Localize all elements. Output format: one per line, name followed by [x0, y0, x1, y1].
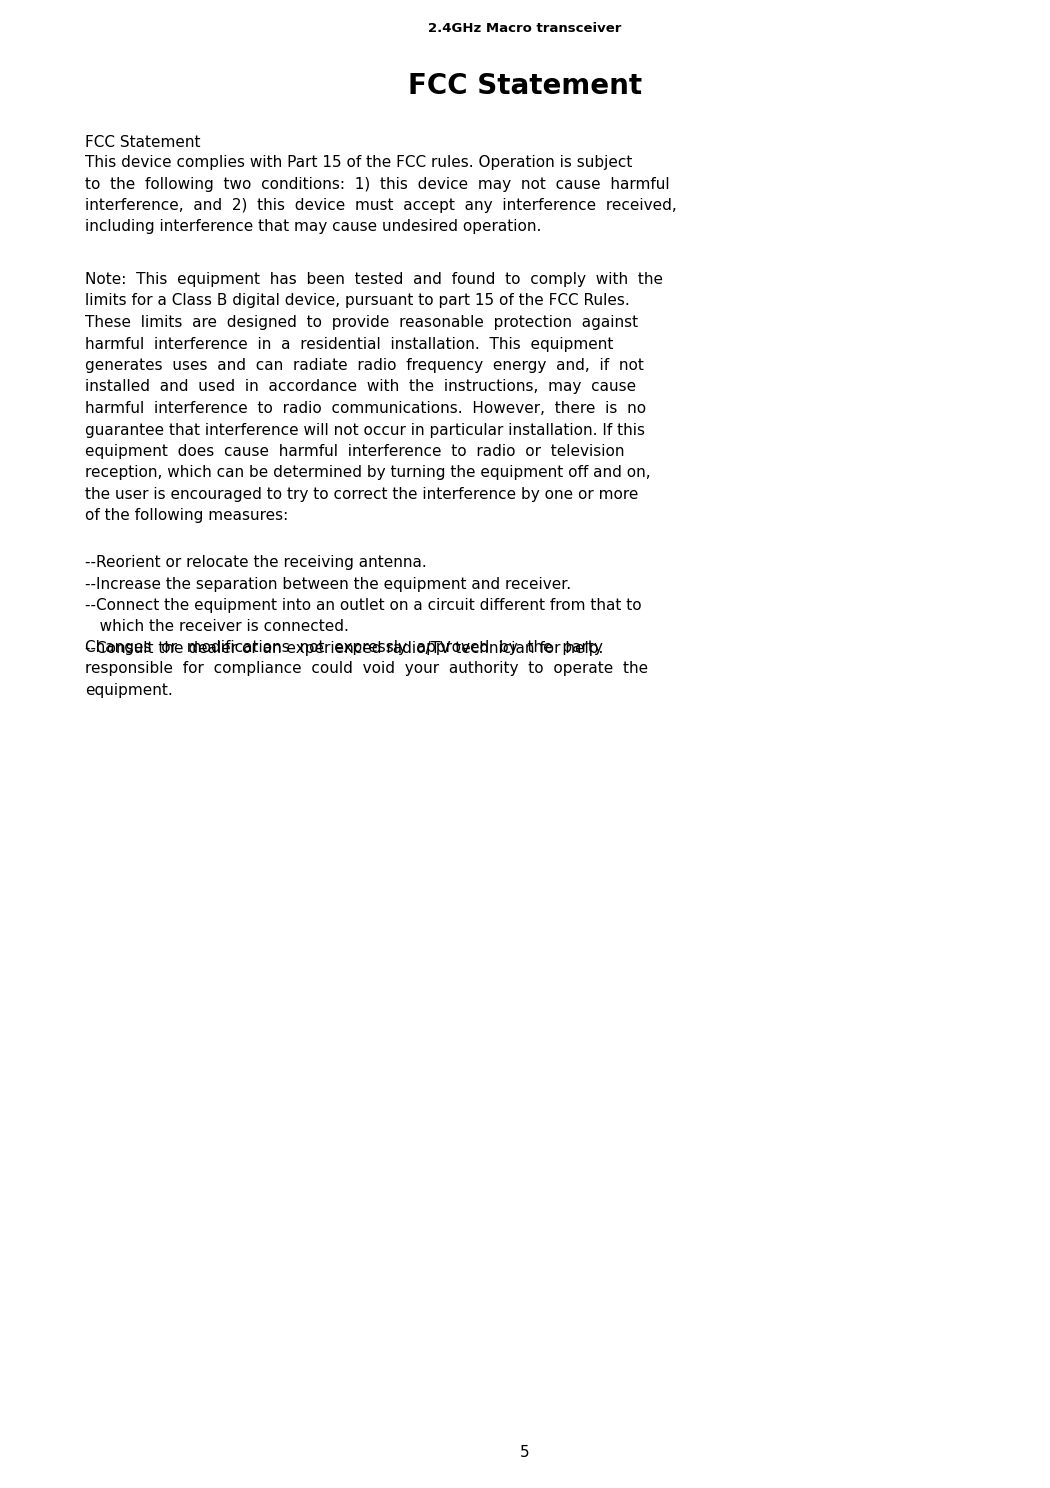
Text: Note:  This  equipment  has  been  tested  and  found  to  comply  with  the: Note: This equipment has been tested and… — [85, 272, 663, 287]
Text: reception, which can be determined by turning the equipment off and on,: reception, which can be determined by tu… — [85, 466, 651, 481]
Text: of the following measures:: of the following measures: — [85, 509, 289, 524]
Text: the user is encouraged to try to correct the interference by one or more: the user is encouraged to try to correct… — [85, 487, 638, 501]
Text: 5: 5 — [520, 1445, 530, 1460]
Text: including interference that may cause undesired operation.: including interference that may cause un… — [85, 220, 542, 235]
Text: --Reorient or relocate the receiving antenna.: --Reorient or relocate the receiving ant… — [85, 555, 426, 570]
Text: Changes  or  modifications  not  expressly  approved  by  the  party: Changes or modifications not expressly a… — [85, 640, 603, 655]
Text: limits for a Class B digital device, pursuant to part 15 of the FCC Rules.: limits for a Class B digital device, pur… — [85, 293, 630, 308]
Text: 2.4GHz Macro transceiver: 2.4GHz Macro transceiver — [428, 22, 622, 36]
Text: FCC Statement: FCC Statement — [408, 71, 642, 100]
Text: --Increase the separation between the equipment and receiver.: --Increase the separation between the eq… — [85, 576, 571, 592]
Text: --Connect the equipment into an outlet on a circuit different from that to: --Connect the equipment into an outlet o… — [85, 598, 642, 613]
Text: interference,  and  2)  this  device  must  accept  any  interference  received,: interference, and 2) this device must ac… — [85, 198, 677, 213]
Text: generates  uses  and  can  radiate  radio  frequency  energy  and,  if  not: generates uses and can radiate radio fre… — [85, 359, 644, 373]
Text: installed  and  used  in  accordance  with  the  instructions,  may  cause: installed and used in accordance with th… — [85, 379, 636, 394]
Text: guarantee that interference will not occur in particular installation. If this: guarantee that interference will not occ… — [85, 423, 645, 437]
Text: equipment.: equipment. — [85, 683, 173, 698]
Text: harmful  interference  to  radio  communications.  However,  there  is  no: harmful interference to radio communicat… — [85, 400, 646, 417]
Text: to  the  following  two  conditions:  1)  this  device  may  not  cause  harmful: to the following two conditions: 1) this… — [85, 177, 670, 192]
Text: equipment  does  cause  harmful  interference  to  radio  or  television: equipment does cause harmful interferenc… — [85, 443, 625, 458]
Text: responsible  for  compliance  could  void  your  authority  to  operate  the: responsible for compliance could void yo… — [85, 662, 648, 677]
Text: which the receiver is connected.: which the receiver is connected. — [85, 619, 349, 634]
Text: This device complies with Part 15 of the FCC rules. Operation is subject: This device complies with Part 15 of the… — [85, 155, 632, 170]
Text: harmful  interference  in  a  residential  installation.  This  equipment: harmful interference in a residential in… — [85, 336, 613, 351]
Text: --Consult the dealer or an experienced radio/TV technician for help.: --Consult the dealer or an experienced r… — [85, 641, 604, 656]
Text: FCC Statement: FCC Statement — [85, 135, 201, 150]
Text: These  limits  are  designed  to  provide  reasonable  protection  against: These limits are designed to provide rea… — [85, 315, 638, 330]
